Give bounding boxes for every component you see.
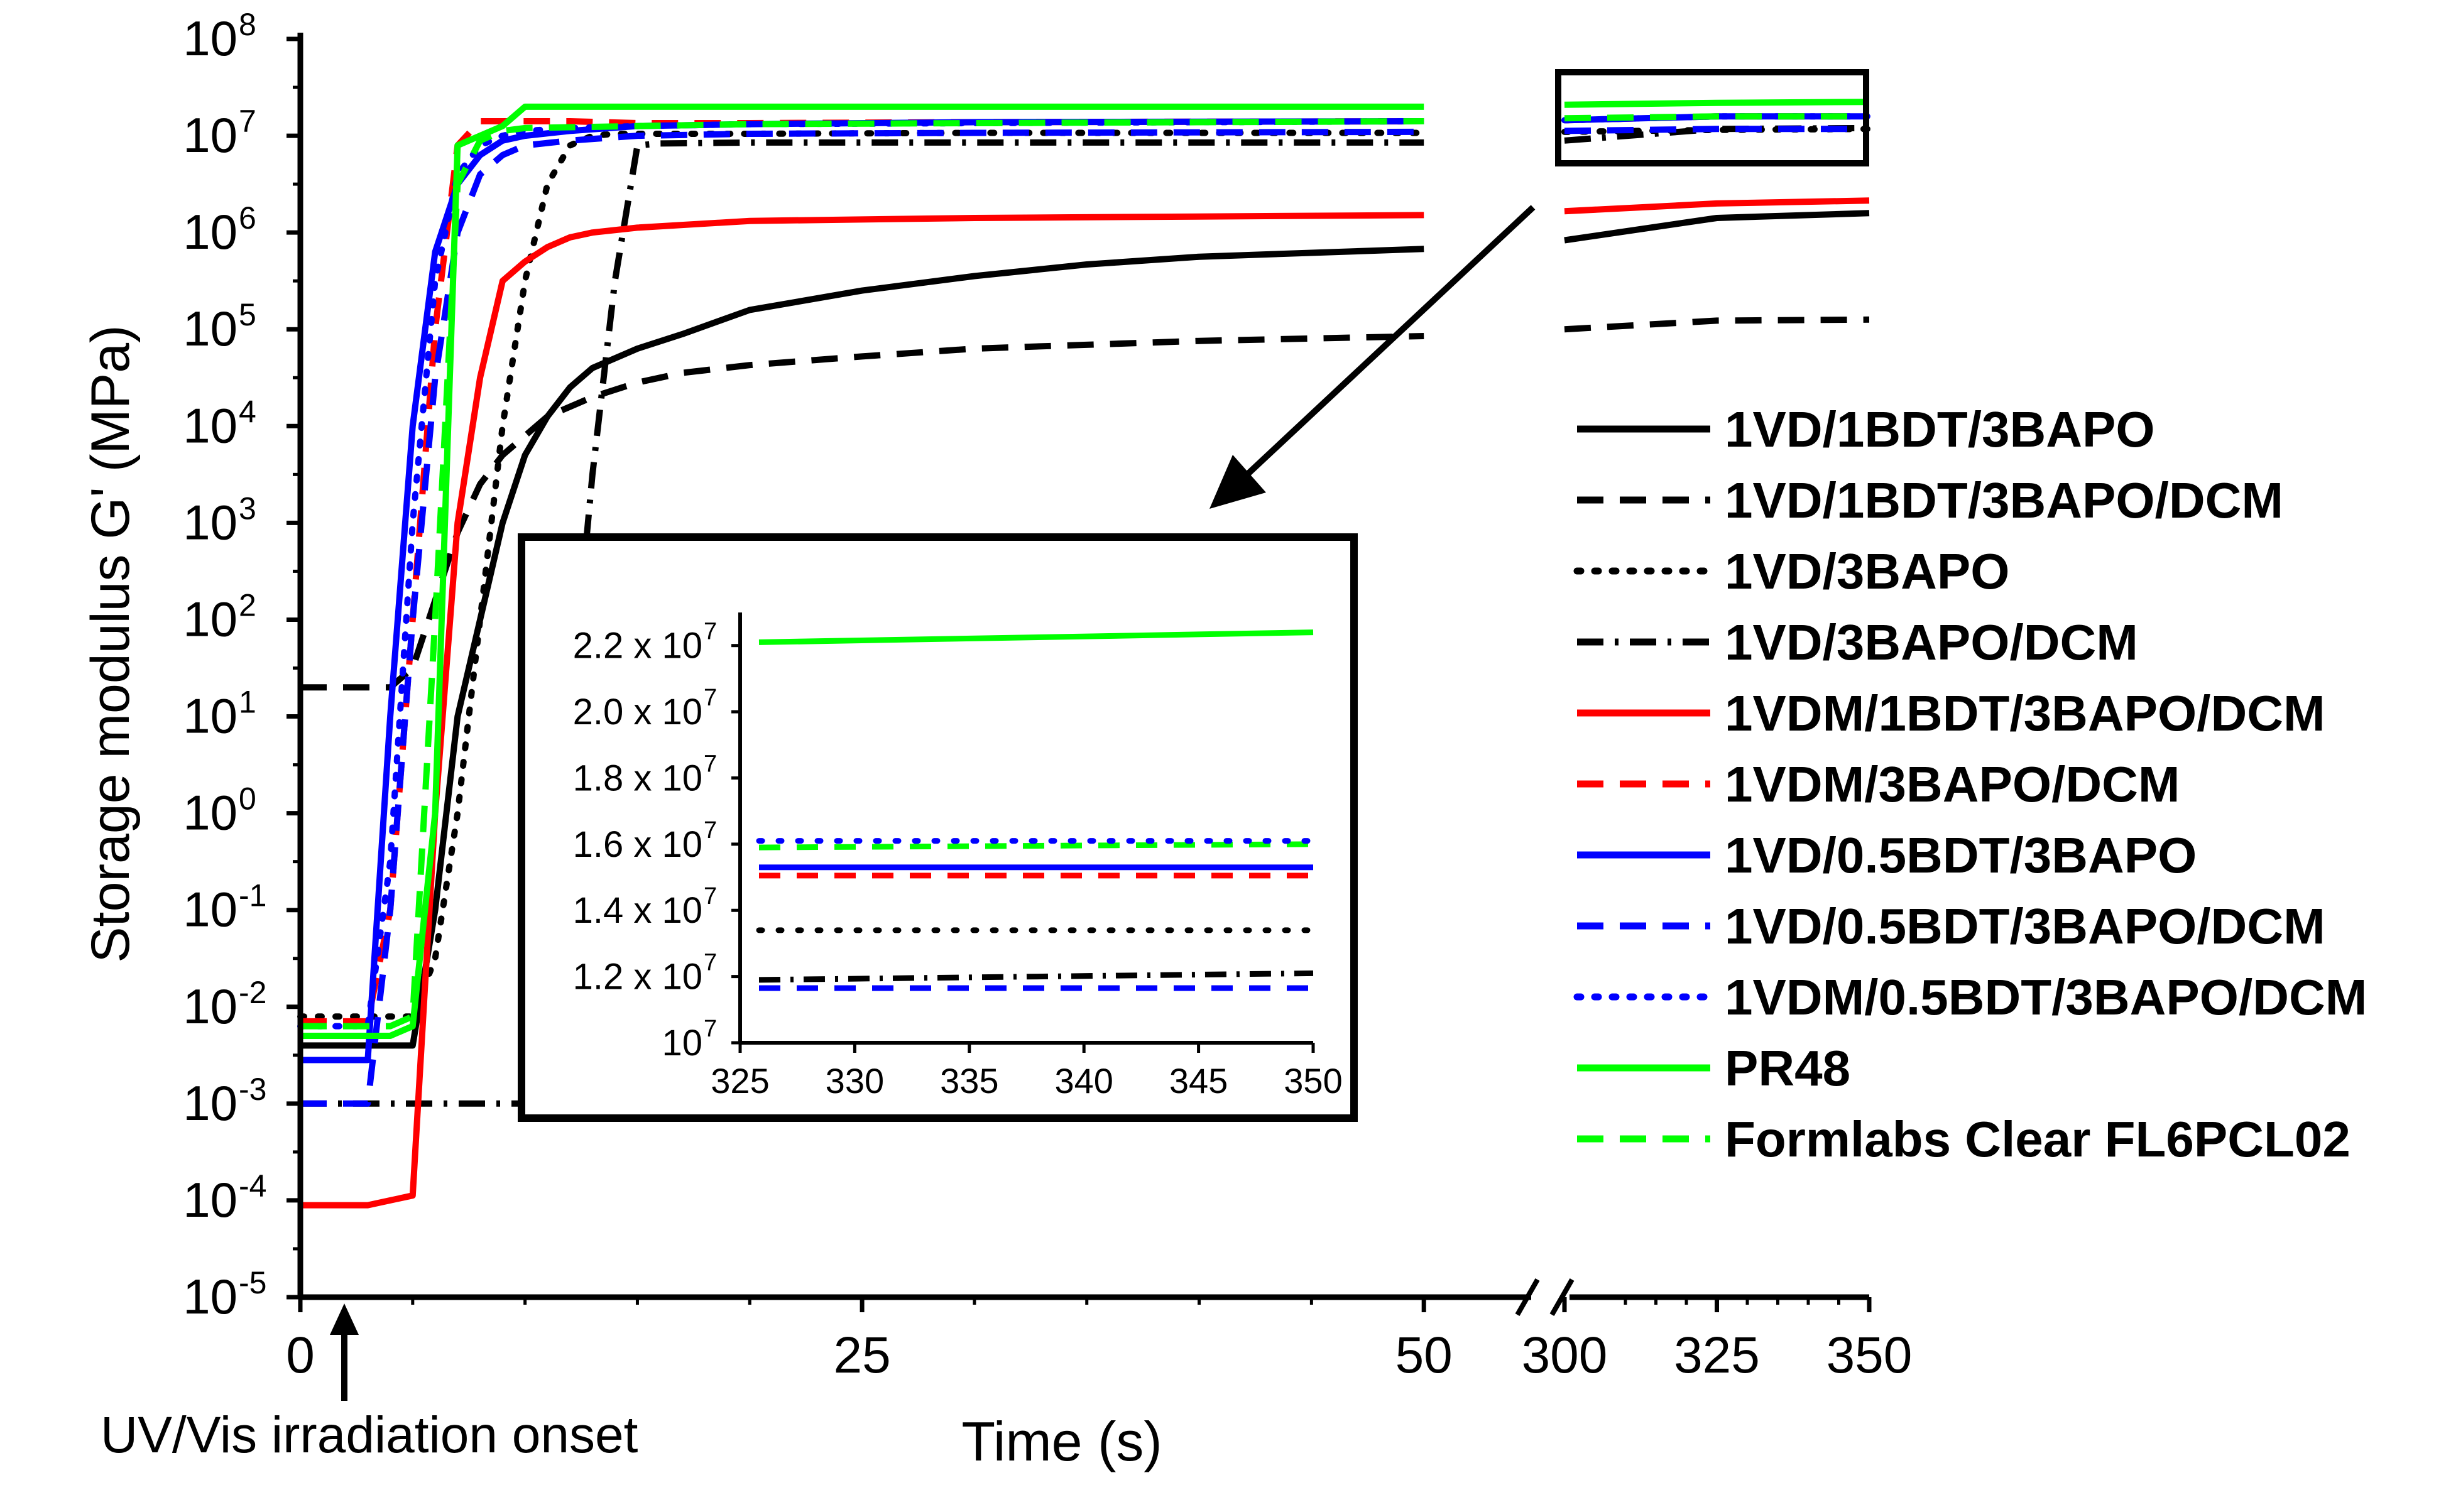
y-tick-label: 10	[183, 882, 238, 937]
legend-entry: 1VD/1BDT/3BAPO	[1725, 401, 2155, 457]
y-tick-label: 10	[183, 785, 238, 840]
legend-entry: 1VDM/0.5BDT/3BAPO/DCM	[1725, 969, 2367, 1025]
y-tick-exponent: -2	[239, 975, 266, 1010]
inset-y-tick-label: 10	[662, 1023, 702, 1063]
inset-y-tick-label: 1.6 x 10	[573, 824, 702, 865]
series-line	[300, 103, 1424, 1039]
zoom-arrow	[1242, 205, 1536, 480]
y-tick-exponent: 2	[239, 587, 256, 623]
y-tick-label: 10	[183, 398, 238, 453]
inset-y-tick-label: 1.2 x 10	[573, 957, 702, 998]
series-line	[300, 139, 1424, 1107]
legend-entry: 1VD/0.5BDT/3BAPO	[1725, 827, 2197, 883]
y-tick-exponent: 8	[239, 7, 256, 42]
zoom-arrowhead	[1209, 455, 1266, 509]
y-axis-label: Storage modulus G' (MPa)	[80, 325, 141, 962]
zoom-box	[1555, 69, 1869, 166]
x-tick-label: 350	[1826, 1327, 1913, 1384]
legend-entry: 1VD/3BAPO	[1725, 543, 2009, 599]
legend-entry: 1VD/3BAPO/DCM	[1725, 614, 2138, 670]
axis-break-mark	[1515, 1278, 1540, 1316]
y-tick-label: 10	[183, 1172, 238, 1227]
axis-break-mark	[1549, 1278, 1575, 1316]
x-tick-label: 25	[833, 1327, 890, 1384]
inset-series-line	[758, 629, 1314, 645]
inset-y-tick-exponent: 7	[704, 1016, 717, 1042]
series-line	[1564, 210, 1870, 244]
x-tick-label: 50	[1395, 1327, 1453, 1384]
x-tick-label: 325	[1674, 1327, 1760, 1384]
inset-y-tick-label: 2.2 x 10	[573, 626, 702, 666]
y-tick-exponent: -1	[239, 878, 266, 913]
inset-x-tick-label: 345	[1169, 1061, 1228, 1101]
y-tick-label: 10	[183, 1269, 238, 1324]
series-line	[300, 128, 1424, 1107]
y-tick-label: 10	[183, 494, 238, 550]
y-tick-label: 10	[183, 107, 238, 163]
inset-series-line	[758, 970, 1314, 983]
inset-x-tick-label: 330	[826, 1061, 884, 1101]
legend-entry: 1VDM/1BDT/3BAPO/DCM	[1725, 685, 2325, 741]
inset-x-tick-label: 335	[940, 1061, 998, 1101]
inset-y-tick-label: 1.8 x 10	[573, 758, 702, 798]
y-tick-label: 10	[183, 688, 238, 744]
inset-y-tick-exponent: 7	[704, 619, 717, 645]
inset-y-tick-label: 2.0 x 10	[573, 692, 702, 732]
inset-series-line	[758, 841, 1314, 851]
y-tick-label: 10	[183, 11, 238, 66]
series-line	[297, 118, 1428, 1030]
y-tick-exponent: 5	[239, 297, 256, 332]
inset-y-tick-exponent: 7	[704, 751, 717, 777]
inset-y-tick-exponent: 7	[704, 685, 717, 711]
inset-y-tick-exponent: 7	[704, 817, 717, 844]
inset-y-tick-exponent: 7	[704, 883, 717, 910]
y-tick-exponent: 3	[239, 491, 256, 526]
y-tick-exponent: -3	[239, 1072, 266, 1107]
y-tick-label: 10	[183, 1075, 238, 1131]
y-tick-label: 10	[183, 591, 238, 646]
x-tick-label: 300	[1522, 1327, 1608, 1384]
y-tick-exponent: 0	[239, 781, 256, 817]
series-line	[1564, 197, 1870, 215]
legend-entry: Formlabs Clear FL6PCL02	[1725, 1111, 2350, 1167]
legend-entry: 1VD/0.5BDT/3BAPO/DCM	[1725, 898, 2325, 954]
y-tick-exponent: -4	[239, 1168, 266, 1204]
y-tick-label: 10	[183, 204, 238, 259]
uv-onset-arrowhead	[330, 1303, 359, 1335]
y-tick-exponent: 6	[239, 200, 256, 236]
x-tick-label: 0	[286, 1327, 315, 1384]
inset-y-tick-label: 1.4 x 10	[573, 890, 702, 931]
series-line	[1564, 99, 1870, 108]
series-line	[300, 246, 1424, 1049]
legend-entry: 1VDM/3BAPO/DCM	[1725, 756, 2180, 812]
uv-onset-annotation: UV/Vis irradiation onset	[101, 1406, 638, 1464]
y-tick-exponent: 7	[239, 104, 256, 139]
y-tick-exponent: 4	[239, 394, 256, 429]
inset-x-tick-label: 340	[1054, 1061, 1113, 1101]
series-line	[300, 212, 1424, 1209]
y-tick-exponent: -5	[239, 1265, 266, 1300]
series-line	[300, 118, 1424, 1030]
x-axis-label: Time (s)	[961, 1410, 1162, 1472]
y-tick-label: 10	[183, 301, 238, 356]
series-line	[1564, 113, 1869, 122]
y-tick-exponent: 1	[239, 685, 256, 720]
legend-entry: PR48	[1725, 1040, 1850, 1096]
series-line	[1564, 126, 1869, 134]
y-tick-label: 10	[183, 979, 238, 1034]
inset-x-tick-label: 325	[711, 1061, 769, 1101]
inset-x-tick-label: 350	[1284, 1061, 1342, 1101]
legend-entry: 1VD/1BDT/3BAPO/DCM	[1725, 472, 2283, 528]
series-line	[1564, 316, 1870, 333]
inset-y-tick-exponent: 7	[704, 950, 717, 976]
